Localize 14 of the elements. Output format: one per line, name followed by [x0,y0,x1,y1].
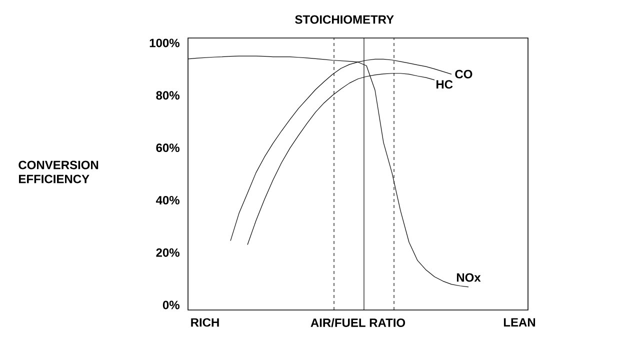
series-label: CO [455,70,472,78]
y-tick-label: 40% [156,196,180,204]
y-axis-title: CONVERSION EFFICIENCY [18,160,98,184]
y-tick-label: 100% [150,38,180,48]
x-tick-label: AIR/FUEL RATIO [310,318,406,328]
y-tick-label: 20% [156,248,180,257]
series-label: NOx [456,273,481,282]
x-tick-label: LEAN [504,318,536,326]
chart-title: STOICHIOMETRY [295,15,394,24]
y-tick-label: 60% [156,144,180,152]
series-label: HC [436,80,453,89]
x-tick-label: RICH [191,318,219,327]
y-tick-label: 80% [156,91,180,100]
y-tick-label: 0% [162,300,180,310]
